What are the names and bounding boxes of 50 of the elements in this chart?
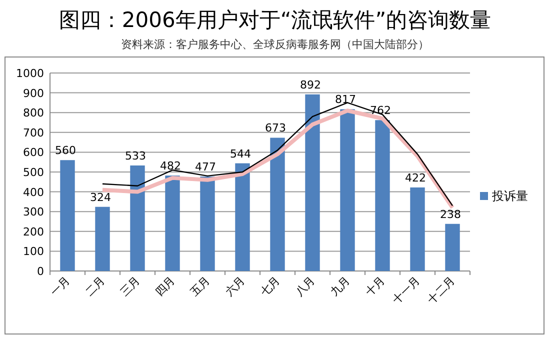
y-tick-label: 800	[23, 106, 44, 120]
data-label: 482	[160, 160, 181, 173]
data-label: 533	[125, 149, 146, 162]
x-tick-label: 四月	[152, 274, 178, 299]
y-tick-label: 0	[37, 265, 44, 278]
x-tick-label: 二月	[82, 274, 108, 299]
data-label: 762	[370, 104, 391, 118]
data-label: 560	[55, 144, 76, 158]
x-tick-label: 十月	[362, 274, 388, 299]
bar	[60, 160, 75, 271]
x-tick-label: 九月	[328, 274, 353, 299]
data-label: 238	[440, 208, 461, 221]
x-tick-label: 三月	[118, 274, 143, 299]
y-tick-label: 600	[23, 146, 44, 160]
bar	[235, 163, 250, 271]
x-tick-label: 七月	[258, 274, 283, 299]
data-label: 817	[335, 93, 356, 106]
bar	[200, 176, 215, 271]
x-tick-label: 五月	[188, 274, 213, 299]
y-tick-label: 1000	[16, 67, 44, 80]
x-tick-label: 六月	[222, 274, 248, 299]
data-label: 544	[230, 147, 251, 160]
y-tick-label: 400	[23, 186, 44, 199]
data-label: 892	[300, 78, 321, 92]
y-tick-label: 200	[23, 225, 44, 238]
data-label: 422	[405, 171, 426, 184]
x-tick-label: 八月	[292, 274, 318, 299]
y-tick-label: 900	[23, 86, 44, 100]
x-tick-label: 十二月	[425, 274, 458, 306]
legend-label: 投诉量	[491, 189, 528, 203]
y-tick-label: 500	[23, 166, 44, 179]
bar	[410, 187, 425, 271]
data-label: 324	[90, 190, 111, 204]
bar	[270, 138, 285, 271]
data-label: 477	[195, 160, 216, 174]
subtitle: 资料来源：客户服务中心、全球反病毒服务网（中国大陆部分）	[121, 38, 429, 51]
bar	[95, 206, 110, 271]
title: 图四：2006年用户对于“流氓软件”的咨询数量	[58, 8, 492, 32]
bar	[305, 94, 320, 271]
y-tick-label: 700	[23, 126, 44, 140]
data-label: 673	[265, 122, 286, 135]
x-tick-label: 一月	[48, 274, 73, 299]
bar	[130, 165, 145, 271]
y-tick-label: 100	[23, 245, 44, 258]
bar	[445, 224, 460, 271]
bar	[165, 176, 180, 271]
bar	[340, 109, 355, 271]
y-tick-label: 300	[23, 206, 44, 219]
x-tick-label: 十一月	[390, 274, 423, 306]
bar	[375, 120, 390, 271]
